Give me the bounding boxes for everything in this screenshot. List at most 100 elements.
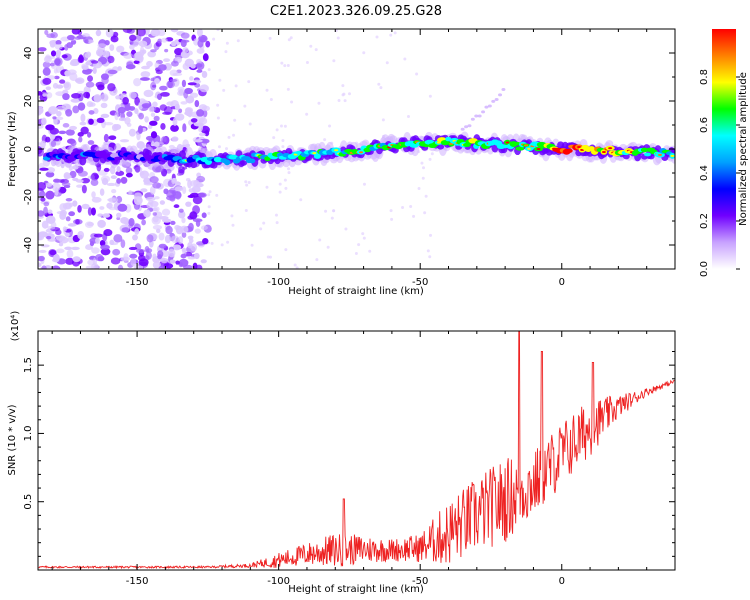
- heatmap-streak: [464, 125, 469, 129]
- heatmap-noise-blob: [58, 242, 64, 247]
- heatmap-noise-blob: [90, 60, 99, 64]
- heatmap-streak: [481, 110, 486, 114]
- heatmap-noise-blob: [90, 178, 99, 187]
- heatmap-noise-blob: [38, 146, 43, 155]
- heatmap-noise-blob: [54, 43, 63, 50]
- heatmap-noise-blob: [83, 91, 90, 99]
- heatmap-noise-blob: [99, 188, 105, 196]
- heatmap-sparse-point: [361, 232, 365, 236]
- heatmap-ridge-peak: [505, 141, 510, 144]
- heatmap-sparse-point: [208, 190, 212, 194]
- heatmap-noise-blob: [187, 235, 194, 240]
- heatmap-noise-blob: [117, 264, 124, 269]
- heatmap-sparse-point: [362, 51, 366, 55]
- heatmap-ridge-core: [264, 156, 271, 162]
- heatmap-noise-blob: [100, 244, 110, 250]
- heatmap-noise-blob: [103, 229, 113, 237]
- heatmap-noise-blob: [165, 225, 173, 235]
- heatmap-noise-blob: [141, 65, 150, 70]
- heatmap-noise-blob: [166, 101, 174, 106]
- heatmap-noise-blob: [45, 215, 56, 224]
- heatmap-noise-blob: [44, 29, 49, 36]
- heatmap-sparse-point: [283, 124, 287, 128]
- heatmap-sparse-point: [393, 31, 397, 35]
- heatmap-noise-blob: [196, 69, 203, 73]
- colorbar-label: Normalized spectral amplitude: [738, 72, 749, 226]
- heatmap-sparse-point: [268, 255, 272, 259]
- heatmap-noise-blob: [124, 104, 132, 111]
- heatmap-noise-blob: [104, 40, 110, 46]
- heatmap-sparse-point: [428, 94, 432, 98]
- heatmap-sparse-point: [415, 72, 419, 76]
- heatmap-sparse-point: [428, 255, 432, 259]
- heatmap-noise-blob: [43, 55, 52, 63]
- heatmap-ridge-peak: [359, 151, 364, 154]
- heatmap-sparse-point: [406, 115, 410, 119]
- heatmap-noise-blob: [148, 200, 154, 205]
- heatmap-noise-blob: [68, 211, 76, 217]
- heatmap-noise-blob: [172, 117, 178, 127]
- heatmap-noise-blob: [45, 124, 55, 131]
- heatmap-noise-blob: [150, 131, 158, 139]
- heatmap-noise-blob: [91, 196, 102, 203]
- heatmap-noise-blob: [160, 37, 168, 43]
- heatmap-noise-blob: [138, 102, 143, 110]
- heatmap-noise-blob: [187, 82, 197, 86]
- heatmap-noise-blob: [85, 61, 93, 66]
- heatmap-noise-blob: [45, 86, 52, 91]
- heatmap-noise-blob: [168, 144, 175, 149]
- snr-frame: [37, 330, 676, 571]
- heatmap-ridge-core: [295, 150, 303, 155]
- heatmap-noise-blob: [85, 81, 95, 88]
- heatmap-sparse-point: [332, 209, 336, 213]
- colorbar-tick-label: 0.4: [699, 165, 710, 181]
- heatmap-noise-blob: [161, 250, 169, 258]
- heatmap-noise-blob: [87, 259, 96, 266]
- heatmap-noise-blob: [132, 234, 138, 241]
- heatmap-noise-blob: [116, 212, 122, 218]
- heatmap-noise-blob: [166, 80, 175, 89]
- heatmap-noise-blob: [194, 228, 201, 234]
- colorbar-tick-label: 0.8: [699, 69, 710, 85]
- heatmap-noise-blob: [41, 220, 49, 229]
- heatmap-sparse-point: [265, 88, 269, 92]
- heatmap-noise-blob: [143, 177, 152, 185]
- heatmap-ridge-core: [248, 158, 256, 164]
- heatmap-noise-blob: [136, 131, 141, 141]
- heatmap-noise-blob: [185, 143, 191, 148]
- heatmap-sparse-point: [227, 135, 231, 139]
- heatmap-sparse-point: [341, 84, 345, 88]
- heatmap-noise-blob: [133, 77, 142, 87]
- heatmap-sparse-point: [245, 183, 249, 187]
- heatmap-noise-blob: [75, 179, 84, 183]
- heatmap-noise-blob: [202, 53, 209, 62]
- heatmap-noise-blob: [160, 257, 169, 264]
- heatmap-noise-blob: [77, 230, 85, 240]
- heatmap-noise-blob: [128, 190, 133, 196]
- heatmap-sparse-point: [281, 138, 285, 142]
- heatmap-ridge-core: [499, 144, 509, 149]
- heatmap-noise-blob: [182, 186, 187, 194]
- heatmap-streak: [494, 98, 499, 102]
- heatmap-sparse-point: [421, 176, 425, 180]
- heatmap-noise-blob: [137, 29, 146, 37]
- heatmap-noise-blob: [86, 39, 94, 44]
- heatmap-sparse-point: [385, 61, 389, 65]
- heatmap-noise-blob: [129, 44, 135, 50]
- heatmap-noise-blob: [88, 118, 94, 125]
- spectrogram-y-tick-label: -20: [23, 189, 34, 205]
- snr-x-tick-label: -150: [126, 576, 149, 587]
- heatmap-sparse-point: [224, 50, 228, 54]
- spectrogram-y-tick-label: 0: [23, 146, 34, 152]
- heatmap-sparse-point: [344, 227, 348, 231]
- heatmap-noise-blob: [81, 65, 89, 70]
- heatmap-noise-blob: [128, 128, 136, 137]
- heatmap-noise-blob: [138, 112, 144, 120]
- heatmap-noise-blob: [196, 48, 205, 54]
- heatmap-noise-blob: [60, 210, 67, 216]
- heatmap-noise-blob: [152, 253, 157, 260]
- heatmap-noise-blob: [123, 52, 133, 59]
- heatmap-noise-blob: [38, 47, 47, 52]
- heatmap-noise-blob: [173, 204, 180, 209]
- heatmap-noise-blob: [77, 170, 88, 177]
